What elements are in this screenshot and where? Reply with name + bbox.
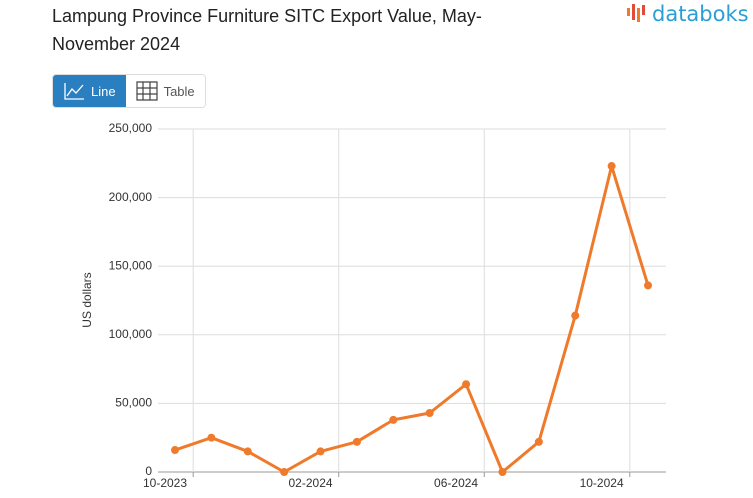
y-tick-label: 200,000 [109,190,153,204]
y-tick-label: 100,000 [109,327,153,341]
data-point [280,468,289,476]
y-axis-label: US dollars [80,272,94,327]
data-point [644,281,652,290]
logo-icon [627,4,645,22]
data-point [207,433,216,442]
x-tick-label: 10-2023 [143,476,187,490]
data-point [243,447,252,456]
table-button[interactable]: Table [125,75,205,107]
y-tick-label: 0 [145,464,152,478]
data-point [171,446,179,455]
table-label: Table [163,83,195,99]
view-toggle: Line Table [52,74,206,108]
data-point [352,437,361,446]
data-point [534,437,543,446]
data-point [316,447,325,456]
data-point [607,162,616,171]
data-point [498,468,507,476]
title: Lampung Province Furniture SITC Export V… [52,6,482,54]
line-label: Line [91,83,116,99]
logo: databoks [626,2,749,26]
y-tick-label: 50,000 [115,396,152,410]
x-tick-label: 10-2024 [580,476,624,490]
series-line [174,164,650,474]
data-point [571,311,580,320]
data-point [462,380,471,389]
x-tick-label: 02-2024 [289,476,333,490]
x-tick-label: 06-2024 [434,476,478,490]
line-button[interactable]: Line [53,75,126,107]
data-point [389,415,398,424]
logo-text: databoks [652,2,749,26]
data-point [425,409,434,418]
y-tick-label: 250,000 [109,121,153,135]
y-tick-label: 150,000 [109,258,153,272]
